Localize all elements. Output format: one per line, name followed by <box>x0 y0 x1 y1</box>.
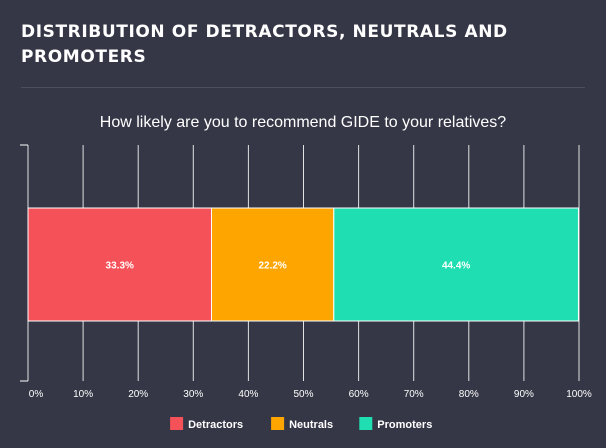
data-label-neutrals: 22.2% <box>258 261 286 272</box>
panel-title: DISTRIBUTION OF DETRACTORS, NEUTRALS AND… <box>21 22 508 67</box>
chart-title: How likely are you to recommend GIDE to … <box>100 114 506 131</box>
data-label-promoters: 44.4% <box>442 261 470 272</box>
legend-swatch-detractors <box>170 417 184 430</box>
x-tick-label: 20% <box>128 389 148 400</box>
legend-label-promoters[interactable]: Promoters <box>377 419 432 431</box>
x-tick-label: 0% <box>29 389 44 400</box>
legend-label-detractors[interactable]: Detractors <box>188 419 243 431</box>
x-tick-label: 80% <box>459 389 479 400</box>
bar-segment-promoters[interactable] <box>333 207 579 322</box>
x-tick-label: 30% <box>183 389 203 400</box>
data-label-detractors: 33.3% <box>106 261 134 272</box>
bar-segment-detractors[interactable] <box>27 207 212 322</box>
bar-segment-neutrals[interactable] <box>210 207 335 322</box>
x-tick-label: 40% <box>238 389 258 400</box>
x-tick-label: 100% <box>566 389 592 400</box>
x-tick-label: 10% <box>73 389 93 400</box>
x-tick-label: 70% <box>404 389 424 400</box>
title-divider <box>21 87 585 88</box>
legend-label-neutrals[interactable]: Neutrals <box>289 419 333 431</box>
legend-swatch-neutrals <box>271 417 285 430</box>
legend-swatch-promoters <box>359 417 373 430</box>
stacked-bar-chart: How likely are you to recommend GIDE to … <box>20 114 592 431</box>
x-tick-label: 50% <box>293 389 313 400</box>
x-tick-label: 90% <box>514 389 534 400</box>
x-tick-label: 60% <box>349 389 369 400</box>
